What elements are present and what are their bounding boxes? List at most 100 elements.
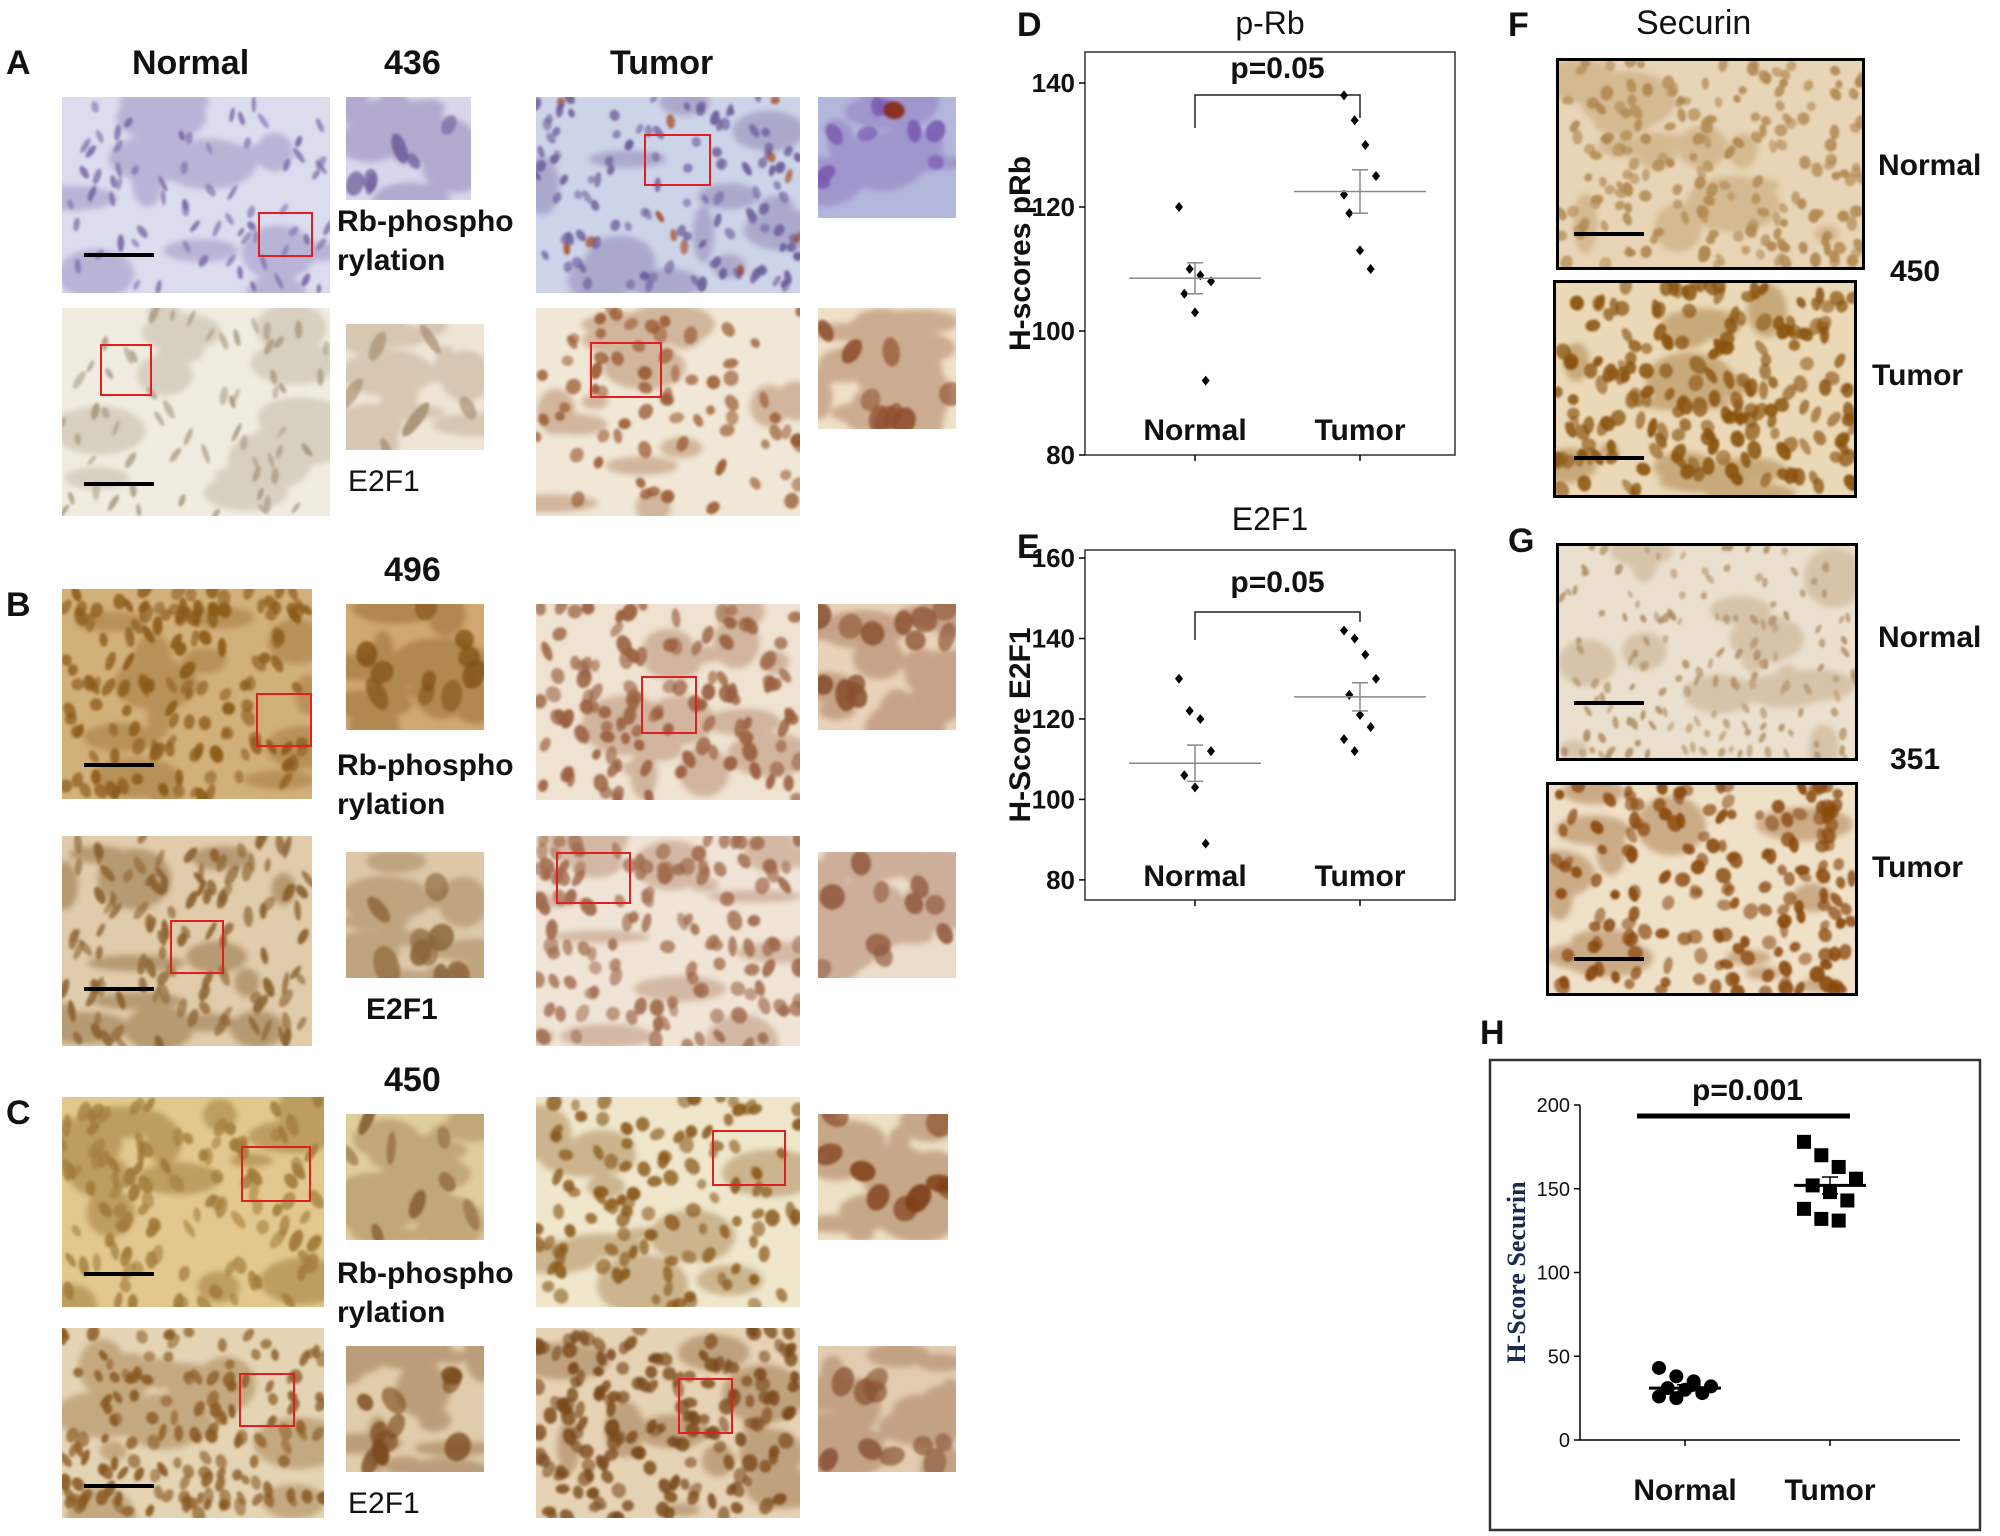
roi-box bbox=[258, 212, 313, 257]
micrograph-tile bbox=[1556, 58, 1865, 270]
data-point bbox=[1849, 1171, 1863, 1186]
panel-label-e: E bbox=[1017, 528, 1040, 566]
micrograph-tile bbox=[346, 97, 471, 200]
case-id-436: 436 bbox=[384, 44, 441, 82]
data-point bbox=[1201, 375, 1210, 386]
stain-label-rb-b: Rb-phospho rylation bbox=[337, 749, 514, 821]
roi-box bbox=[256, 693, 312, 747]
chart-title: p-Rb bbox=[1235, 5, 1304, 41]
y-tick-label: 200 bbox=[1537, 1095, 1570, 1117]
category-label: Normal bbox=[1143, 414, 1246, 447]
data-point bbox=[1350, 115, 1359, 126]
y-tick-label: 80 bbox=[1046, 865, 1075, 895]
micrograph-tile bbox=[346, 852, 484, 978]
data-point bbox=[1191, 307, 1199, 318]
roi-box bbox=[170, 920, 224, 974]
data-point bbox=[1185, 705, 1194, 716]
panel-f-normal-label: Normal bbox=[1878, 149, 1982, 182]
plot-frame bbox=[1084, 549, 1456, 901]
micrograph-tile bbox=[818, 308, 956, 429]
stain-label-rb-c: Rb-phospho rylation bbox=[337, 1257, 514, 1329]
data-point bbox=[1361, 140, 1370, 150]
y-tick-label: 100 bbox=[1537, 1263, 1570, 1285]
significance-bracket bbox=[1194, 94, 1361, 128]
y-tick-label: 50 bbox=[1548, 1346, 1570, 1368]
panel-g-tumor-label: Tumor bbox=[1872, 851, 1964, 884]
scale-bar bbox=[84, 482, 154, 486]
micrograph-tile bbox=[536, 97, 800, 293]
data-point bbox=[1669, 1391, 1684, 1406]
data-point bbox=[1372, 171, 1380, 181]
roi-box bbox=[239, 1373, 295, 1427]
data-point bbox=[1180, 288, 1189, 299]
scale-bar bbox=[1574, 701, 1644, 705]
scale-bar bbox=[84, 763, 154, 767]
data-point bbox=[1695, 1386, 1710, 1401]
micrograph-tile bbox=[62, 308, 330, 516]
y-axis-label: H-scores pRb bbox=[1004, 156, 1037, 351]
stain-label-e2f1-c: E2F1 bbox=[348, 1487, 420, 1520]
y-tick-label: 0 bbox=[1559, 1430, 1570, 1452]
y-tick-label: 140 bbox=[1032, 68, 1075, 98]
scale-bar bbox=[84, 253, 154, 257]
stain-label-e2f1-b: E2F1 bbox=[366, 993, 438, 1026]
y-axis-label: H-Score E2F1 bbox=[1004, 627, 1037, 822]
data-point bbox=[1175, 202, 1183, 212]
y-tick-label: 100 bbox=[1032, 785, 1075, 815]
panel-label-a: A bbox=[6, 44, 31, 82]
scale-bar bbox=[84, 1484, 154, 1488]
panel-label-c: C bbox=[6, 1094, 31, 1132]
micrograph-tile bbox=[818, 1114, 948, 1240]
y-tick-label: 120 bbox=[1032, 704, 1075, 734]
scale-bar bbox=[1574, 957, 1644, 961]
micrograph-tile bbox=[62, 589, 312, 799]
category-label: Tumor bbox=[1784, 1474, 1875, 1507]
data-point bbox=[1345, 689, 1354, 700]
scale-bar bbox=[84, 987, 154, 991]
micrograph-tile bbox=[346, 324, 484, 450]
micrograph-tile bbox=[346, 604, 484, 730]
roi-box bbox=[556, 852, 631, 904]
micrograph-tile bbox=[536, 1097, 800, 1307]
significance-bracket bbox=[1194, 611, 1361, 640]
micrograph-tile bbox=[536, 308, 800, 516]
data-point bbox=[1185, 264, 1194, 274]
panel-f-tumor-label: Tumor bbox=[1872, 359, 1964, 392]
micrograph-tile bbox=[346, 1114, 484, 1240]
data-point bbox=[1372, 673, 1380, 684]
data-point bbox=[1350, 746, 1359, 757]
data-point bbox=[1814, 1211, 1829, 1226]
data-point bbox=[1340, 625, 1348, 636]
micrograph-tile bbox=[536, 1328, 800, 1518]
category-label: Tumor bbox=[1314, 414, 1405, 447]
category-label: Tumor bbox=[1314, 860, 1405, 893]
stain-label-e2f1-a: E2F1 bbox=[348, 465, 420, 498]
data-point bbox=[1345, 208, 1354, 219]
p-value-label: p=0.05 bbox=[1230, 566, 1324, 599]
data-point bbox=[1669, 1369, 1684, 1384]
data-point bbox=[1175, 673, 1183, 684]
y-tick-label: 80 bbox=[1046, 440, 1075, 470]
micrograph-tile bbox=[62, 836, 312, 1046]
plot-frame bbox=[1488, 1058, 1982, 1532]
chart-prb-hscore: 80 100 120 140 H-scores pRb p-Rb Normal Tumor p=… bbox=[1000, 0, 1470, 470]
case-id-450: 450 bbox=[384, 1061, 441, 1099]
y-tick-label: 100 bbox=[1032, 316, 1075, 346]
data-point bbox=[1207, 746, 1215, 757]
roi-box bbox=[644, 134, 711, 186]
data-point bbox=[1180, 770, 1189, 781]
column-header-tumor: Tumor bbox=[610, 44, 714, 82]
data-point bbox=[1831, 1159, 1846, 1174]
data-point bbox=[1652, 1389, 1666, 1404]
data-point bbox=[1361, 649, 1370, 660]
data-point bbox=[1356, 245, 1364, 256]
panel-label-h: H bbox=[1480, 1014, 1505, 1052]
roi-box bbox=[241, 1146, 311, 1202]
data-point bbox=[1366, 722, 1375, 733]
data-point bbox=[1340, 90, 1348, 101]
micrograph-tile bbox=[346, 1346, 484, 1472]
y-tick-label: 150 bbox=[1537, 1179, 1570, 1201]
scale-bar bbox=[84, 1272, 154, 1276]
securin-title: Securin bbox=[1636, 4, 1752, 42]
chart-e2f1-hscore: 80 100 120 140 160 H-Score E2F1 E2F1 Normal Tumo… bbox=[1000, 500, 1470, 940]
